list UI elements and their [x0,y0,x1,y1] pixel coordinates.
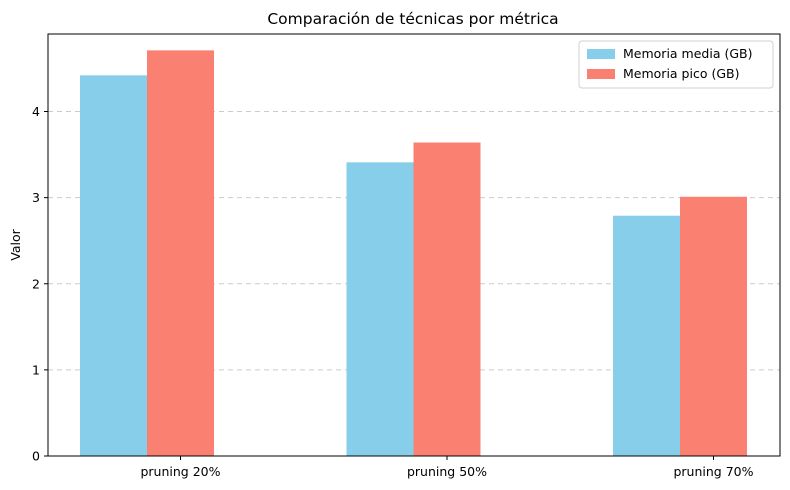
y-tick-label: 4 [32,104,40,119]
legend-label-memoria-media: Memoria media (GB) [623,46,752,61]
x-tick-label-pruning-50: pruning 50% [407,464,487,479]
bar-memoria-pico-gb-pruning-20 [147,50,214,456]
axis-ticks-group: 0 1 2 3 4 pruning 20% pruning 50% pruning 70% [32,104,754,479]
plot-area-frame [47,33,781,457]
bar-memoria-media-gb-pruning-20 [80,75,147,456]
y-tick-label: 2 [32,276,40,291]
legend-swatch-memoria-pico [587,69,615,79]
y-tick-label: 3 [32,190,40,205]
legend: Memoria media (GB) Memoria pico (GB) [578,40,774,89]
bars-group [80,50,747,456]
y-tick-label: 0 [32,449,40,464]
legend-label-memoria-pico: Memoria pico (GB) [623,66,739,81]
legend-swatch-memoria-media [587,49,615,59]
bar-memoria-pico-gb-pruning-70 [680,196,747,456]
x-tick-label-pruning-20: pruning 20% [140,464,220,479]
bar-memoria-media-gb-pruning-70 [613,215,680,456]
y-axis-label: Valor [8,228,23,260]
bar-memoria-media-gb-pruning-50 [346,162,414,456]
x-tick-label-pruning-70: pruning 70% [673,464,753,479]
bar-memoria-pico-gb-pruning-50 [413,142,481,456]
legend-box [578,40,774,89]
y-tick-label: 1 [32,362,40,377]
chart-title: Comparación de técnicas por métrica [267,10,558,28]
